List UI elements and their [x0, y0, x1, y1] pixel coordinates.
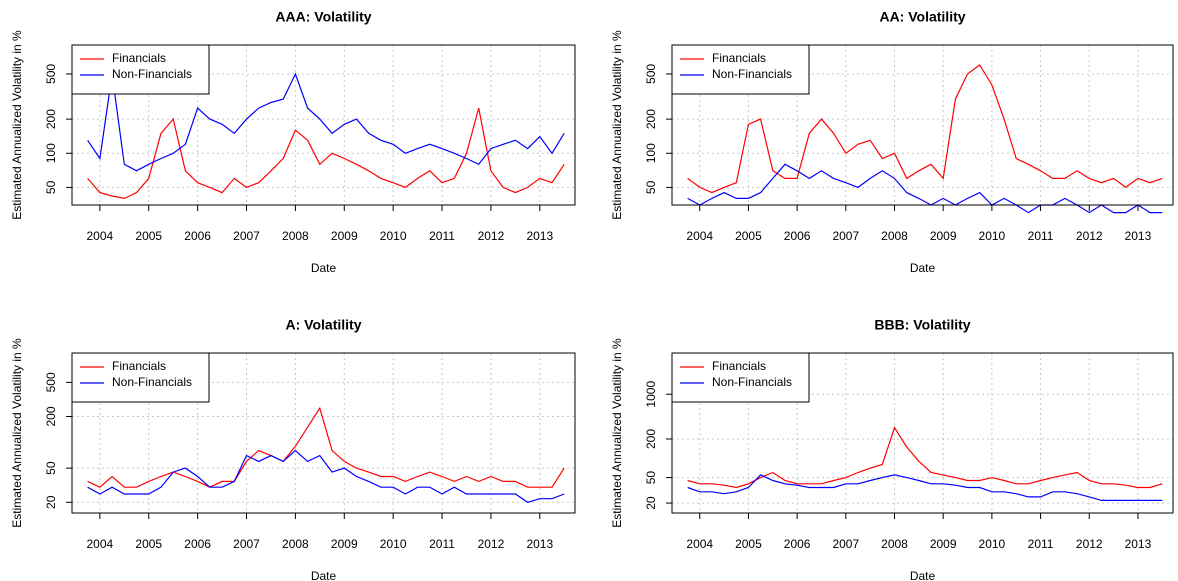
panel: AA: Volatility Date Estimated Annualized V…: [610, 9, 1174, 275]
x-tick-label: 2006: [184, 537, 211, 551]
panel: AAA: Volatility Date Estimated Annualized …: [10, 9, 576, 275]
x-tick-label: 2005: [735, 537, 762, 551]
x-tick-label: 2010: [979, 229, 1006, 243]
legend-box: [71, 352, 210, 403]
series-line: [87, 449, 565, 503]
y-tick-label: 20: [644, 496, 658, 510]
x-tick-label: 2013: [1125, 537, 1152, 551]
x-tick-label: 2006: [784, 229, 811, 243]
legend-box: [671, 352, 810, 403]
y-tick-label: 50: [644, 180, 658, 194]
chart-title: A: Volatility: [286, 317, 362, 333]
x-axis-label: Date: [910, 261, 936, 275]
x-tick-label: 2013: [526, 229, 553, 243]
x-tick-label: 2007: [233, 537, 260, 551]
x-tick-label: 2012: [478, 229, 505, 243]
x-tick-label: 2011: [1028, 229, 1054, 243]
panel: BBB: Volatility Date Estimated Annualized …: [610, 317, 1174, 581]
x-tick-label: 2008: [282, 537, 309, 551]
chart-title: BBB: Volatility: [874, 317, 970, 333]
x-tick-label: 2010: [380, 229, 407, 243]
x-tick-label: 2011: [429, 537, 455, 551]
series-line: [687, 474, 1163, 501]
x-tick-label: 2011: [429, 229, 455, 243]
series-line: [687, 64, 1163, 194]
y-tick-label: 500: [44, 372, 58, 392]
x-tick-label: 2009: [331, 537, 358, 551]
series-line: [687, 426, 1163, 489]
y-tick-label: 500: [44, 64, 58, 84]
legend-label: Non-Financials: [712, 375, 792, 389]
x-tick-label: 2006: [184, 229, 211, 243]
y-tick-label: 50: [644, 471, 658, 485]
x-tick-label: 2009: [331, 229, 358, 243]
plot-frame: [671, 352, 1174, 514]
legend-label: Financials: [112, 359, 166, 373]
y-tick-label: 100: [44, 143, 58, 163]
y-axis-label: Estimated Annualized Volatility in %: [10, 338, 24, 528]
x-tick-label: 2013: [526, 537, 553, 551]
x-tick-label: 2013: [1125, 229, 1152, 243]
series-line: [687, 163, 1163, 214]
x-tick-label: 2007: [233, 229, 260, 243]
x-axis-label: Date: [311, 261, 337, 275]
x-tick-label: 2004: [686, 229, 713, 243]
legend-box: [671, 44, 810, 95]
y-axis-label: Estimated Annualized Volatility in %: [610, 338, 624, 528]
legend-label: Financials: [712, 51, 766, 65]
y-tick-label: 20: [44, 495, 58, 509]
y-tick-label: 100: [644, 143, 658, 163]
plot-frame: [71, 352, 576, 514]
x-tick-label: 2004: [686, 537, 713, 551]
y-tick-label: 200: [44, 109, 58, 129]
x-tick-label: 2008: [881, 537, 908, 551]
x-tick-label: 2005: [135, 537, 162, 551]
y-axis-label: Estimated Annualized Volatility in %: [610, 30, 624, 220]
x-tick-label: 2010: [380, 537, 407, 551]
x-tick-label: 2012: [478, 537, 505, 551]
series-line: [87, 406, 565, 488]
x-tick-label: 2010: [979, 537, 1006, 551]
legend-label: Financials: [112, 51, 166, 65]
x-tick-label: 2012: [1076, 229, 1103, 243]
chart-title: AA: Volatility: [879, 9, 965, 25]
series-line: [87, 72, 565, 172]
x-tick-label: 2009: [930, 537, 957, 551]
x-axis-label: Date: [311, 569, 337, 581]
panel: A: Volatility Date Estimated Annualized Vo…: [10, 317, 576, 581]
x-tick-label: 2006: [784, 537, 811, 551]
x-tick-label: 2004: [87, 229, 114, 243]
x-tick-label: 2008: [881, 229, 908, 243]
x-tick-label: 2004: [87, 537, 114, 551]
x-tick-label: 2007: [832, 229, 859, 243]
y-tick-label: 200: [644, 429, 658, 449]
y-tick-label: 500: [644, 64, 658, 84]
x-tick-label: 2005: [735, 229, 762, 243]
y-tick-label: 200: [44, 406, 58, 426]
y-tick-label: 1000: [644, 381, 658, 408]
y-tick-label: 50: [44, 461, 58, 475]
legend-label: Non-Financials: [712, 67, 792, 81]
x-tick-label: 2008: [282, 229, 309, 243]
plot-frame: [671, 44, 1174, 206]
chart-title: AAA: Volatility: [275, 9, 371, 25]
y-tick-label: 50: [44, 180, 58, 194]
y-axis-label: Estimated Annualized Volatility in %: [10, 30, 24, 220]
legend-label: Financials: [712, 359, 766, 373]
y-tick-label: 200: [644, 109, 658, 129]
x-tick-label: 2007: [832, 537, 859, 551]
series-line: [87, 107, 565, 200]
x-tick-label: 2009: [930, 229, 957, 243]
x-tick-label: 2011: [1028, 537, 1054, 551]
legend-label: Non-Financials: [112, 375, 192, 389]
x-tick-label: 2005: [135, 229, 162, 243]
x-tick-label: 2012: [1076, 537, 1103, 551]
x-axis-label: Date: [910, 569, 936, 581]
legend-label: Non-Financials: [112, 67, 192, 81]
legend-box: [71, 44, 210, 95]
plot-frame: [71, 44, 576, 206]
